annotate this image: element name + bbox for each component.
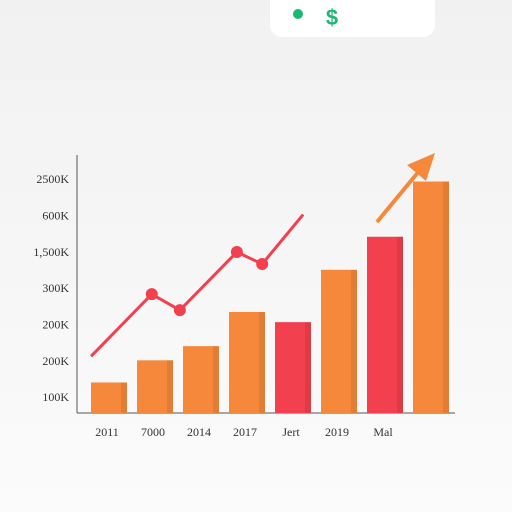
trend-marker <box>145 288 158 301</box>
bar <box>183 346 219 413</box>
x-tick-label: 7000 <box>141 425 165 439</box>
bar <box>91 382 127 413</box>
x-tick-label: Jert <box>282 425 300 439</box>
x-tick-label: 2019 <box>325 425 349 439</box>
arrow-head <box>407 153 435 181</box>
bar <box>413 181 449 413</box>
bar-shade <box>351 269 357 413</box>
bar <box>229 311 265 413</box>
x-tick-label: 2014 <box>187 425 211 439</box>
bar <box>321 269 357 413</box>
trend-marker <box>173 304 186 317</box>
trend-line <box>89 213 305 358</box>
y-tick-label: 200K <box>42 318 69 332</box>
bar <box>137 360 173 413</box>
y-tick-label: 2500K <box>36 172 69 186</box>
arrow-shaft <box>375 168 422 224</box>
bar-shade <box>213 346 219 413</box>
bar <box>275 322 311 413</box>
trend-marker <box>230 246 243 259</box>
badge-dot <box>293 9 303 19</box>
y-tick-label: 300K <box>42 281 69 295</box>
x-tick-label: Mal <box>373 425 393 439</box>
bar-shade <box>397 236 403 413</box>
x-tick-label: 2011 <box>95 425 119 439</box>
arrow <box>375 153 435 224</box>
bar <box>367 236 403 413</box>
x-tick-label: 2017 <box>233 425 257 439</box>
bar-shade <box>167 360 173 413</box>
bar-shade <box>121 382 127 413</box>
trend-marker <box>256 258 269 271</box>
bar-shade <box>305 322 311 413</box>
y-tick-label: 100K <box>42 390 69 404</box>
bar-shade <box>443 181 449 413</box>
badge-card <box>270 0 435 37</box>
badge-symbol: $ <box>326 5 338 30</box>
marks: 100K 200K 200K 300K 1,500K 600K 2500K 2011 7000 2… <box>33 172 449 439</box>
y-tick-label: 200K <box>42 354 69 368</box>
bar-shade <box>259 311 265 413</box>
y-tick-label: 1,500K <box>33 245 69 259</box>
y-tick-label: 600K <box>42 209 69 223</box>
